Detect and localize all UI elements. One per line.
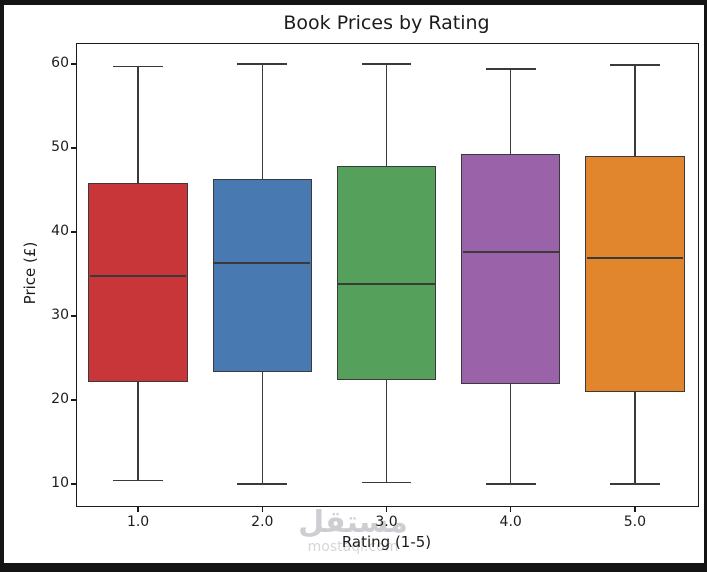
whisker-cap-bottom-1.0 [113, 479, 163, 482]
y-tick-mark [71, 63, 76, 65]
median-rating-5.0 [586, 257, 683, 260]
whisker-cap-bottom-5.0 [610, 483, 660, 485]
y-tick-label: 10 [51, 475, 69, 491]
x-tick-mark [385, 507, 388, 512]
box-rating-5.0 [585, 156, 685, 392]
y-tick-label: 40 [51, 223, 69, 239]
x-tick-mark [261, 507, 264, 512]
watermark: مستقل mostaql.com [288, 505, 418, 555]
box-rating-4.0 [461, 153, 561, 385]
x-tick-label: 2.0 [251, 514, 274, 530]
y-tick-mark [71, 399, 76, 401]
whisker-lower-1.0 [137, 381, 139, 481]
y-tick-label: 20 [51, 391, 69, 407]
whisker-upper-4.0 [509, 69, 512, 154]
watermark-domain-text: mostaql.com [307, 539, 399, 555]
whisker-cap-bottom-4.0 [485, 483, 536, 485]
whisker-cap-bottom-3.0 [361, 481, 412, 484]
x-tick-label: 1.0 [126, 514, 150, 530]
median-rating-4.0 [462, 251, 559, 254]
x-tick-mark [509, 507, 512, 512]
y-tick-label: 60 [51, 55, 69, 71]
whisker-cap-top-3.0 [361, 63, 412, 65]
whisker-cap-bottom-2.0 [237, 483, 288, 485]
whisker-upper-2.0 [261, 64, 264, 180]
whisker-cap-top-2.0 [237, 63, 288, 65]
y-tick-label: 50 [51, 139, 69, 155]
watermark-logo: مستقل [298, 505, 408, 540]
y-tick-mark [71, 483, 76, 485]
whisker-cap-top-1.0 [113, 65, 163, 68]
x-tick-mark [137, 507, 139, 512]
x-tick-mark [634, 507, 636, 512]
whisker-lower-5.0 [634, 391, 636, 484]
y-tick-mark [71, 231, 76, 233]
y-tick-mark [71, 147, 76, 149]
whisker-lower-2.0 [261, 372, 264, 484]
x-tick-label: 4.0 [499, 514, 522, 530]
x-axis-label: Rating (1-5) [341, 533, 432, 551]
whisker-lower-4.0 [509, 384, 512, 484]
whisker-upper-1.0 [137, 66, 139, 184]
median-rating-2.0 [214, 262, 311, 265]
y-tick-mark [71, 315, 76, 317]
y-axis-label: Price (£) [21, 241, 39, 305]
chart-title: Book Prices by Rating [283, 12, 490, 34]
whisker-upper-5.0 [634, 64, 636, 157]
y-tick-label: 30 [51, 307, 69, 323]
median-rating-1.0 [90, 274, 187, 277]
whisker-cap-top-4.0 [485, 68, 536, 70]
x-tick-label: 5.0 [623, 514, 647, 530]
box-rating-2.0 [212, 179, 312, 373]
whisker-cap-top-5.0 [610, 64, 660, 66]
whisker-lower-3.0 [385, 379, 388, 483]
whisker-upper-3.0 [385, 64, 388, 167]
x-tick-label: 3.0 [375, 514, 398, 530]
median-rating-3.0 [338, 283, 435, 286]
box-rating-3.0 [336, 166, 437, 380]
box-rating-1.0 [88, 183, 188, 382]
